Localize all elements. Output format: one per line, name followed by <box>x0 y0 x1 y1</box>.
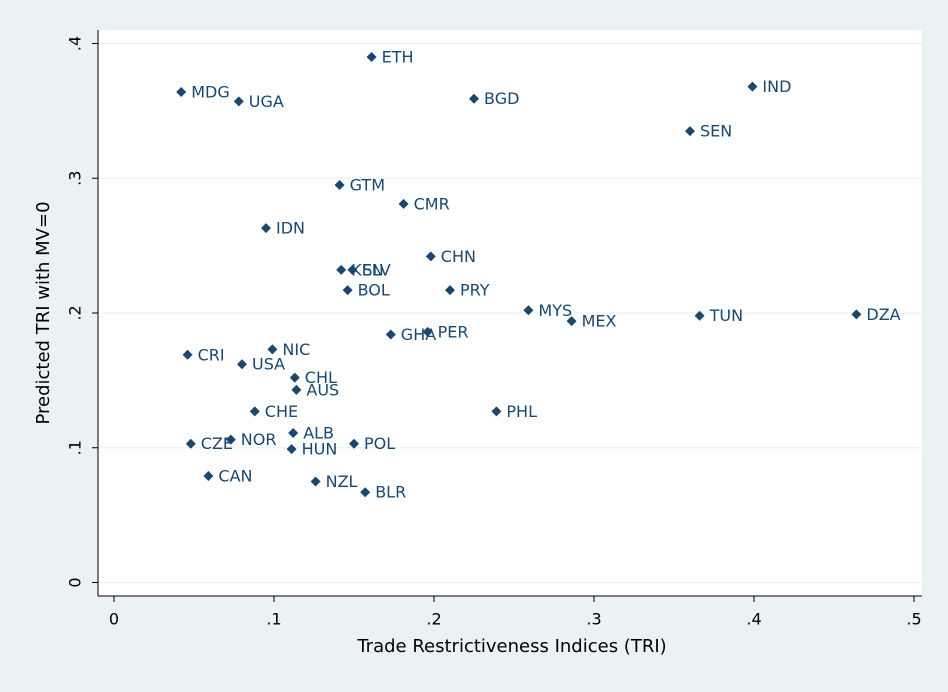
point-label: CZE <box>201 434 233 453</box>
y-tick-label: 0 <box>66 577 85 587</box>
point <box>185 438 196 449</box>
point <box>422 326 433 337</box>
point <box>291 384 302 395</box>
point-label: UGA <box>249 92 284 111</box>
point <box>566 316 577 327</box>
point-label: HUN <box>302 440 338 459</box>
point <box>288 427 299 438</box>
point-label: DZA <box>866 305 900 324</box>
point-label: BGD <box>484 89 519 108</box>
point-label: MDG <box>191 82 230 101</box>
point <box>445 285 455 296</box>
point <box>267 344 278 355</box>
point-label: NIC <box>282 340 310 359</box>
point <box>261 223 271 234</box>
point <box>747 81 758 92</box>
point-label: MYS <box>538 301 572 320</box>
point <box>694 310 705 321</box>
x-tick-label: .4 <box>746 610 761 629</box>
point <box>289 372 300 383</box>
point-label: GTM <box>350 175 385 194</box>
point <box>398 198 409 209</box>
y-axis-label: Predicted TRI with MV=0 <box>33 201 54 424</box>
point-label: PER <box>438 322 469 341</box>
point <box>685 126 695 137</box>
point-label: SEN <box>700 122 732 141</box>
point <box>310 476 321 487</box>
point-label: PRY <box>460 281 490 300</box>
point <box>360 487 371 498</box>
point-label: USA <box>252 355 285 374</box>
point <box>523 305 534 316</box>
point <box>347 264 358 275</box>
point-label: IND <box>762 77 791 96</box>
point <box>225 434 236 445</box>
point-label: CRI <box>198 345 225 364</box>
point <box>176 86 187 97</box>
x-tick-label: 0 <box>109 610 119 629</box>
point-label: BLR <box>375 483 406 502</box>
point <box>203 471 214 482</box>
point <box>425 251 436 262</box>
point <box>286 444 297 455</box>
point-label: CHE <box>265 402 298 421</box>
point <box>336 264 347 275</box>
point-label: ALB <box>303 423 334 442</box>
y-tick-label: .3 <box>66 171 85 186</box>
point-label: POL <box>364 434 395 453</box>
point <box>366 51 377 62</box>
x-tick-label: .1 <box>266 610 281 629</box>
point <box>182 349 193 360</box>
point <box>233 96 244 107</box>
point <box>851 309 862 320</box>
point-label: NOR <box>241 430 277 449</box>
point <box>469 93 479 104</box>
point-label: IDN <box>276 219 305 238</box>
x-axis-label: Trade Restrictiveness Indices (TRI) <box>356 636 666 657</box>
point-label: KEN <box>351 260 384 279</box>
point <box>491 406 502 417</box>
point <box>249 406 260 417</box>
x-tick-label: .2 <box>426 610 441 629</box>
x-tick-label: .5 <box>906 610 921 629</box>
point-label: CAN <box>218 467 252 486</box>
point-label: CHN <box>441 247 476 266</box>
point-label: ETH <box>382 47 414 66</box>
point <box>342 285 353 296</box>
point-label: BOL <box>358 281 390 300</box>
point-label: PHL <box>506 402 537 421</box>
point-label: GHA <box>401 325 436 344</box>
y-tick-label: .4 <box>66 36 85 51</box>
point-label: SLV <box>362 260 390 279</box>
y-tick-label: .1 <box>66 440 85 455</box>
point-label: NZL <box>326 472 358 491</box>
point <box>237 359 247 370</box>
point-label: MEX <box>582 312 617 331</box>
point <box>334 179 345 190</box>
y-tick-label: .2 <box>66 305 85 320</box>
point <box>349 438 359 449</box>
point-label: CHL <box>305 368 337 387</box>
point-label: AUS <box>306 380 339 399</box>
x-tick-label: .3 <box>586 610 601 629</box>
point <box>385 329 396 340</box>
point-label: CMR <box>414 194 450 213</box>
point-label: TUN <box>709 306 743 325</box>
